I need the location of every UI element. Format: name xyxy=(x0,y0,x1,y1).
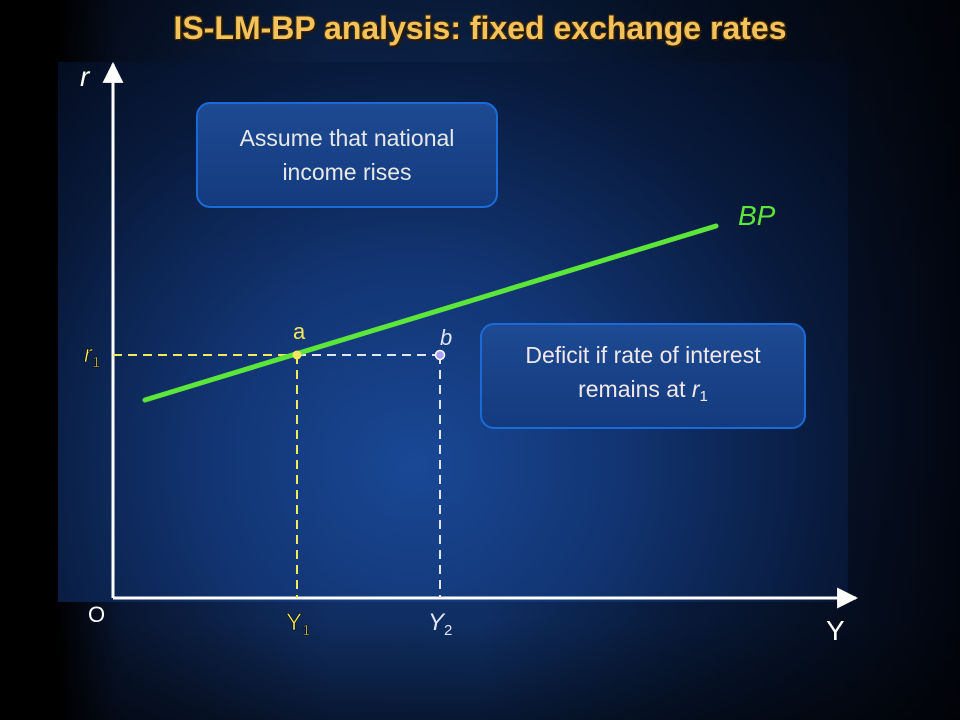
point-b-label: b xyxy=(440,325,452,350)
y-axis-label: r xyxy=(80,61,91,92)
callout-deficit-line2: remains at r1 xyxy=(578,376,708,405)
y1-tick-label: Y1 xyxy=(286,609,310,639)
x-axis-label: Y xyxy=(826,615,845,646)
origin-label: O xyxy=(88,602,105,627)
y2-tick-label: Y2 xyxy=(428,609,452,639)
point-a-label: a xyxy=(293,319,306,344)
callout-deficit: Deficit if rate of interest remains at r… xyxy=(480,323,806,429)
callout-income-rises-line2: income rises xyxy=(282,159,412,185)
callout-income-rises-line1: Assume that national xyxy=(239,125,455,151)
callout-income-rises: Assume that national income rises xyxy=(196,102,498,208)
r1-tick-label: r1 xyxy=(84,341,100,371)
callout-deficit-line1: Deficit if rate of interest xyxy=(525,342,761,368)
slide-title: IS-LM-BP analysis: fixed exchange rates xyxy=(173,10,787,46)
bp-curve-label: BP xyxy=(738,200,776,231)
point-a xyxy=(292,350,302,360)
point-b xyxy=(434,349,446,361)
bp-curve xyxy=(142,223,719,403)
